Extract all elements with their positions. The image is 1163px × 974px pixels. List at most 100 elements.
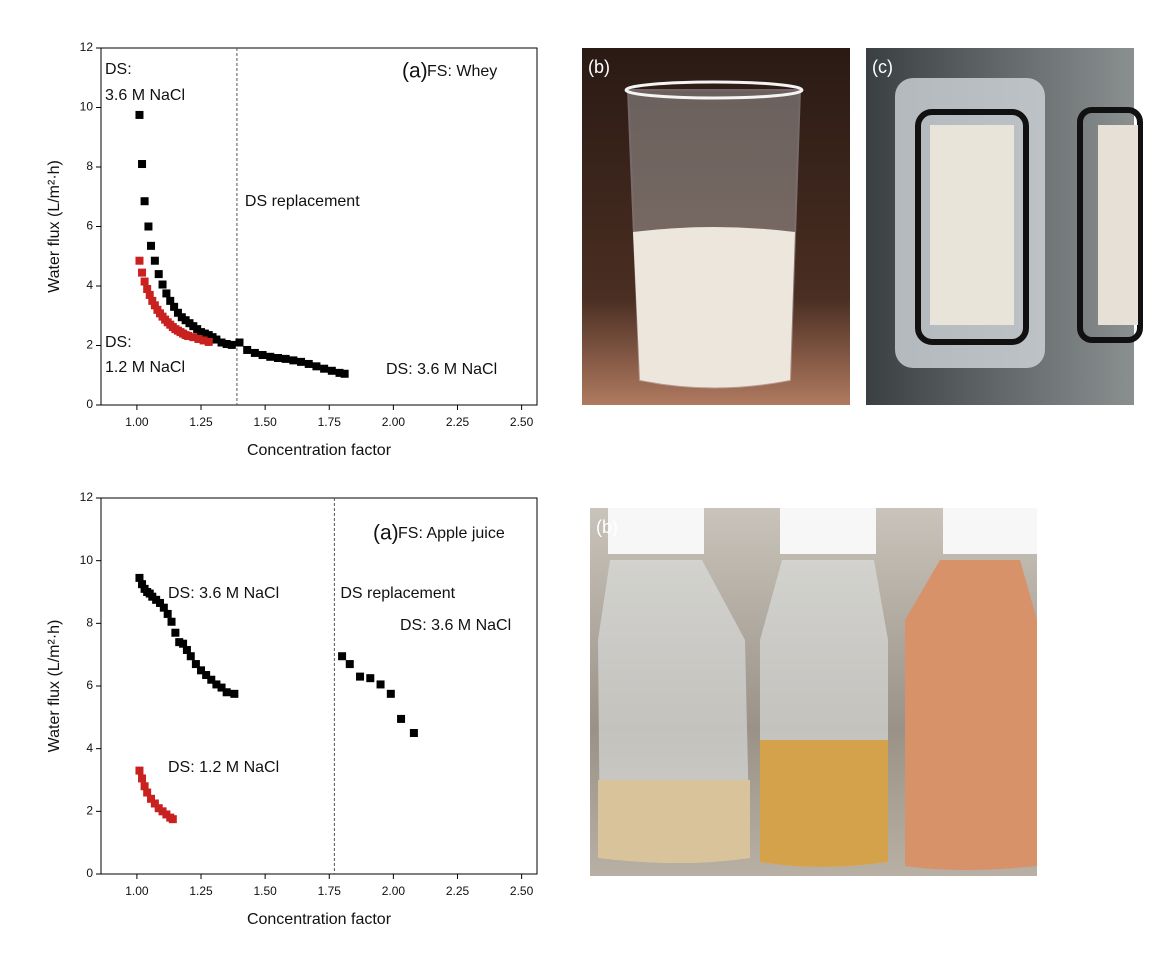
x-tick-label: 1.50 xyxy=(253,884,277,898)
point xyxy=(135,110,144,119)
point xyxy=(266,352,275,361)
x-tick-label: 1.25 xyxy=(189,884,213,898)
x-tick-label: 1.75 xyxy=(318,884,342,898)
point xyxy=(186,652,195,661)
point xyxy=(147,241,156,250)
point xyxy=(179,639,188,648)
y-tick-label: 0 xyxy=(86,866,93,880)
y-axis-label: Water flux (L/m²·h) xyxy=(46,160,63,293)
annotation: DS: 3.6 M NaCl xyxy=(386,361,497,378)
point xyxy=(166,296,175,305)
subtitle: FS: Apple juice xyxy=(398,525,505,542)
x-tick-label: 2.25 xyxy=(446,415,470,429)
y-tick-label: 10 xyxy=(80,100,94,114)
point xyxy=(356,672,365,681)
point xyxy=(168,815,177,824)
annotation: DS: 3.6 M NaCl xyxy=(168,585,279,602)
annotation: DS: xyxy=(105,61,132,78)
point xyxy=(155,598,164,607)
point xyxy=(227,340,236,349)
y-tick-label: 4 xyxy=(86,741,93,755)
photo-label: (c) xyxy=(872,57,893,77)
x-tick-label: 2.25 xyxy=(446,884,470,898)
point xyxy=(345,660,354,669)
point xyxy=(320,364,329,373)
point xyxy=(159,603,168,612)
y-tick-label: 6 xyxy=(86,678,93,692)
y-tick-label: 8 xyxy=(86,616,93,630)
point xyxy=(140,277,149,286)
point xyxy=(147,794,156,803)
point xyxy=(135,766,144,775)
point xyxy=(222,688,231,697)
point xyxy=(312,362,321,371)
photo-membrane-cell xyxy=(866,48,1143,405)
x-tick-label: 1.00 xyxy=(125,415,149,429)
point xyxy=(409,729,418,737)
x-tick-label: 1.75 xyxy=(318,415,342,429)
x-tick-label: 2.00 xyxy=(382,884,406,898)
y-tick-label: 2 xyxy=(86,338,93,352)
y-tick-label: 6 xyxy=(86,219,93,233)
point xyxy=(366,674,375,683)
y-tick-label: 2 xyxy=(86,804,93,818)
point xyxy=(297,357,306,366)
y-tick-label: 8 xyxy=(86,159,93,173)
point xyxy=(304,359,313,368)
point xyxy=(235,338,244,347)
point xyxy=(140,197,149,206)
point xyxy=(145,290,154,299)
point xyxy=(243,345,252,354)
point xyxy=(150,301,159,310)
y-axis-label: Water flux (L/m²·h) xyxy=(46,620,63,753)
point xyxy=(158,280,167,289)
y-tick-label: 12 xyxy=(80,490,94,504)
point xyxy=(135,573,144,582)
point xyxy=(138,774,147,783)
x-tick-label: 1.00 xyxy=(125,884,149,898)
y-tick-label: 12 xyxy=(80,40,94,54)
point xyxy=(338,652,347,661)
point xyxy=(217,338,226,347)
point xyxy=(143,788,152,797)
point xyxy=(397,714,406,723)
point xyxy=(340,369,349,378)
panel-label: (a) xyxy=(373,522,399,545)
x-axis-label: Concentration factor xyxy=(247,911,392,928)
y-tick-label: 10 xyxy=(80,553,94,567)
subtitle: FS: Whey xyxy=(427,63,497,80)
point xyxy=(138,268,147,277)
point xyxy=(202,671,211,680)
point xyxy=(281,354,290,363)
point xyxy=(197,666,206,675)
point xyxy=(184,331,193,340)
point xyxy=(230,689,239,698)
annotation: DS: xyxy=(105,334,132,351)
point xyxy=(217,683,226,692)
point xyxy=(140,782,149,791)
point xyxy=(189,333,198,342)
point xyxy=(194,334,203,343)
point xyxy=(327,366,336,375)
x-tick-label: 2.50 xyxy=(510,884,534,898)
x-tick-label: 2.00 xyxy=(382,415,406,429)
replacement-label: DS replacement xyxy=(245,193,360,210)
point xyxy=(212,335,221,344)
x-tick-label: 1.25 xyxy=(189,415,213,429)
point xyxy=(376,680,385,689)
point xyxy=(144,222,153,231)
point xyxy=(273,353,282,362)
point xyxy=(199,336,208,345)
panel-label: (a) xyxy=(402,60,428,83)
x-tick-label: 2.50 xyxy=(510,415,534,429)
y-tick-label: 4 xyxy=(86,278,93,292)
point xyxy=(163,609,172,618)
photo-label: (b) xyxy=(588,57,610,77)
point xyxy=(222,340,231,349)
point xyxy=(182,645,191,654)
point xyxy=(207,675,216,684)
annotation: 1.2 M NaCl xyxy=(105,359,185,376)
point xyxy=(154,270,163,279)
replacement-label: DS replacement xyxy=(340,585,455,602)
point xyxy=(250,348,259,357)
